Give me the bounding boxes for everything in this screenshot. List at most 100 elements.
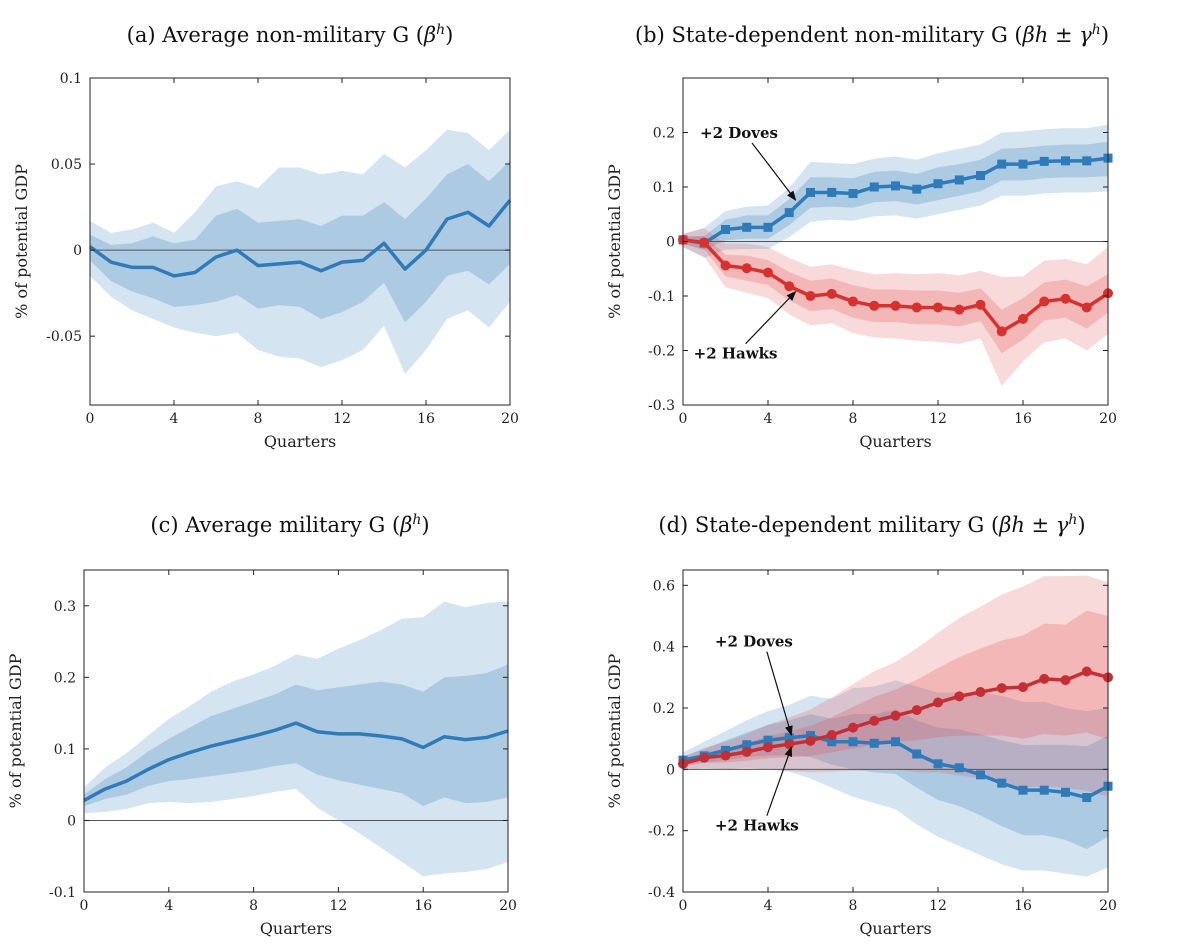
data-point — [912, 749, 922, 759]
x-tick-label: 16 — [1014, 411, 1032, 427]
x-tick-label: 20 — [1099, 411, 1117, 427]
y-axis-label: % of potential GDP — [12, 164, 31, 319]
data-point — [1018, 313, 1028, 324]
outer-confidence-band-0 — [683, 124, 1108, 258]
data-point — [890, 300, 901, 311]
data-point — [763, 222, 773, 232]
y-tick-label: 0.6 — [653, 578, 675, 594]
data-point — [975, 299, 986, 310]
data-point — [699, 237, 710, 248]
data-point — [869, 182, 879, 192]
data-point — [827, 187, 837, 197]
y-tick-label: 0.1 — [54, 742, 76, 758]
data-point — [826, 729, 837, 740]
annotation-arrow — [751, 142, 797, 201]
axes-frame — [83, 569, 509, 893]
data-point — [763, 735, 773, 745]
data-point — [763, 267, 773, 278]
title-math: β — [423, 23, 436, 47]
x-tick-label: 8 — [849, 898, 858, 914]
y-tick-label: 0.3 — [54, 599, 76, 615]
data-point — [848, 737, 858, 747]
data-point — [933, 697, 943, 708]
y-tick-label: -0.1 — [648, 289, 675, 305]
data-point — [933, 302, 943, 313]
y-tick-label: 0 — [666, 235, 675, 251]
data-point — [848, 722, 858, 733]
data-point — [911, 705, 922, 716]
x-tick-label: 0 — [679, 411, 688, 427]
axes-frame — [89, 77, 511, 406]
axes-frame — [682, 569, 1109, 893]
title-tail: ) — [1101, 23, 1109, 47]
panel-c-average-military: (c) Average military G (βh) 0 4 8 12 16 20 -0.1… — [6, 512, 517, 938]
annotation-label: +2 Hawks — [694, 345, 778, 363]
data-point — [976, 770, 985, 780]
title-superscript: h — [412, 512, 421, 528]
series-line-0 — [88, 199, 512, 278]
y-tick-label: -0.2 — [648, 344, 675, 360]
y-tick-label: 0.2 — [54, 670, 76, 686]
data-point — [742, 222, 752, 232]
panel-title: (c) Average military G (βh) — [150, 512, 429, 537]
data-point — [1039, 156, 1049, 166]
data-point — [720, 750, 731, 761]
title-math: βh ± γ — [998, 513, 1069, 537]
title-math: β — [399, 513, 412, 537]
title-tail: ) — [445, 23, 453, 47]
data-point — [826, 288, 837, 299]
data-point — [1082, 156, 1092, 166]
data-point — [721, 225, 730, 235]
x-tick-label: 4 — [764, 411, 773, 427]
x-axis-label: Quarters — [260, 919, 332, 938]
x-tick-label: 16 — [414, 898, 432, 914]
panel-d-state-dependent-military: (d) State-dependent military G (βh ± γh)… — [605, 512, 1117, 938]
data-point — [869, 300, 880, 311]
inner-confidence-band-0 — [84, 664, 508, 807]
data-point — [869, 715, 880, 726]
data-point — [891, 737, 900, 747]
x-tick-label: 12 — [929, 898, 947, 914]
data-point — [1039, 673, 1050, 684]
data-point — [933, 179, 943, 189]
y-tick-label: 0.05 — [51, 157, 82, 173]
x-tick-label: 20 — [499, 898, 517, 914]
data-point — [741, 746, 752, 757]
data-point — [806, 731, 815, 741]
data-point — [721, 745, 730, 755]
y-tick-label: -0.2 — [648, 824, 675, 840]
y-tick-label: 0.1 — [60, 71, 82, 87]
data-point — [784, 739, 795, 750]
data-point — [1081, 302, 1092, 313]
data-point — [827, 737, 837, 747]
title-tail: ) — [1077, 513, 1085, 537]
plot-area — [683, 570, 1108, 892]
panel-a-average-non-military: (a) Average non-military G (βh) 0 4 8 12 16 20… — [12, 22, 519, 451]
data-point — [1018, 159, 1028, 169]
data-point — [720, 260, 731, 271]
x-tick-label: 0 — [679, 898, 688, 914]
x-tick-label: 12 — [329, 898, 347, 914]
title-superscript: h — [1068, 512, 1077, 528]
data-point — [997, 159, 1007, 169]
y-tick-label: -0.4 — [648, 885, 675, 901]
x-tick-label: 20 — [1099, 898, 1117, 914]
x-axis-label: Quarters — [264, 432, 336, 451]
x-tick-label: 16 — [417, 411, 435, 427]
x-tick-label: 4 — [764, 898, 773, 914]
y-tick-label: 0.2 — [653, 701, 675, 717]
data-point — [912, 184, 922, 194]
data-point — [848, 296, 858, 307]
annotation-label: +2 Hawks — [715, 817, 799, 835]
data-point — [954, 691, 965, 702]
x-tick-label: 4 — [164, 898, 173, 914]
title-text: (c) Average military G ( — [150, 513, 400, 537]
data-point — [1039, 785, 1049, 795]
x-tick-label: 20 — [501, 411, 519, 427]
y-tick-label: -0.3 — [648, 398, 675, 414]
data-point — [784, 281, 795, 292]
panel-title: (a) Average non-military G (βh) — [127, 22, 454, 47]
inner-confidence-band-1 — [683, 236, 1108, 354]
title-superscript: h — [436, 22, 445, 38]
